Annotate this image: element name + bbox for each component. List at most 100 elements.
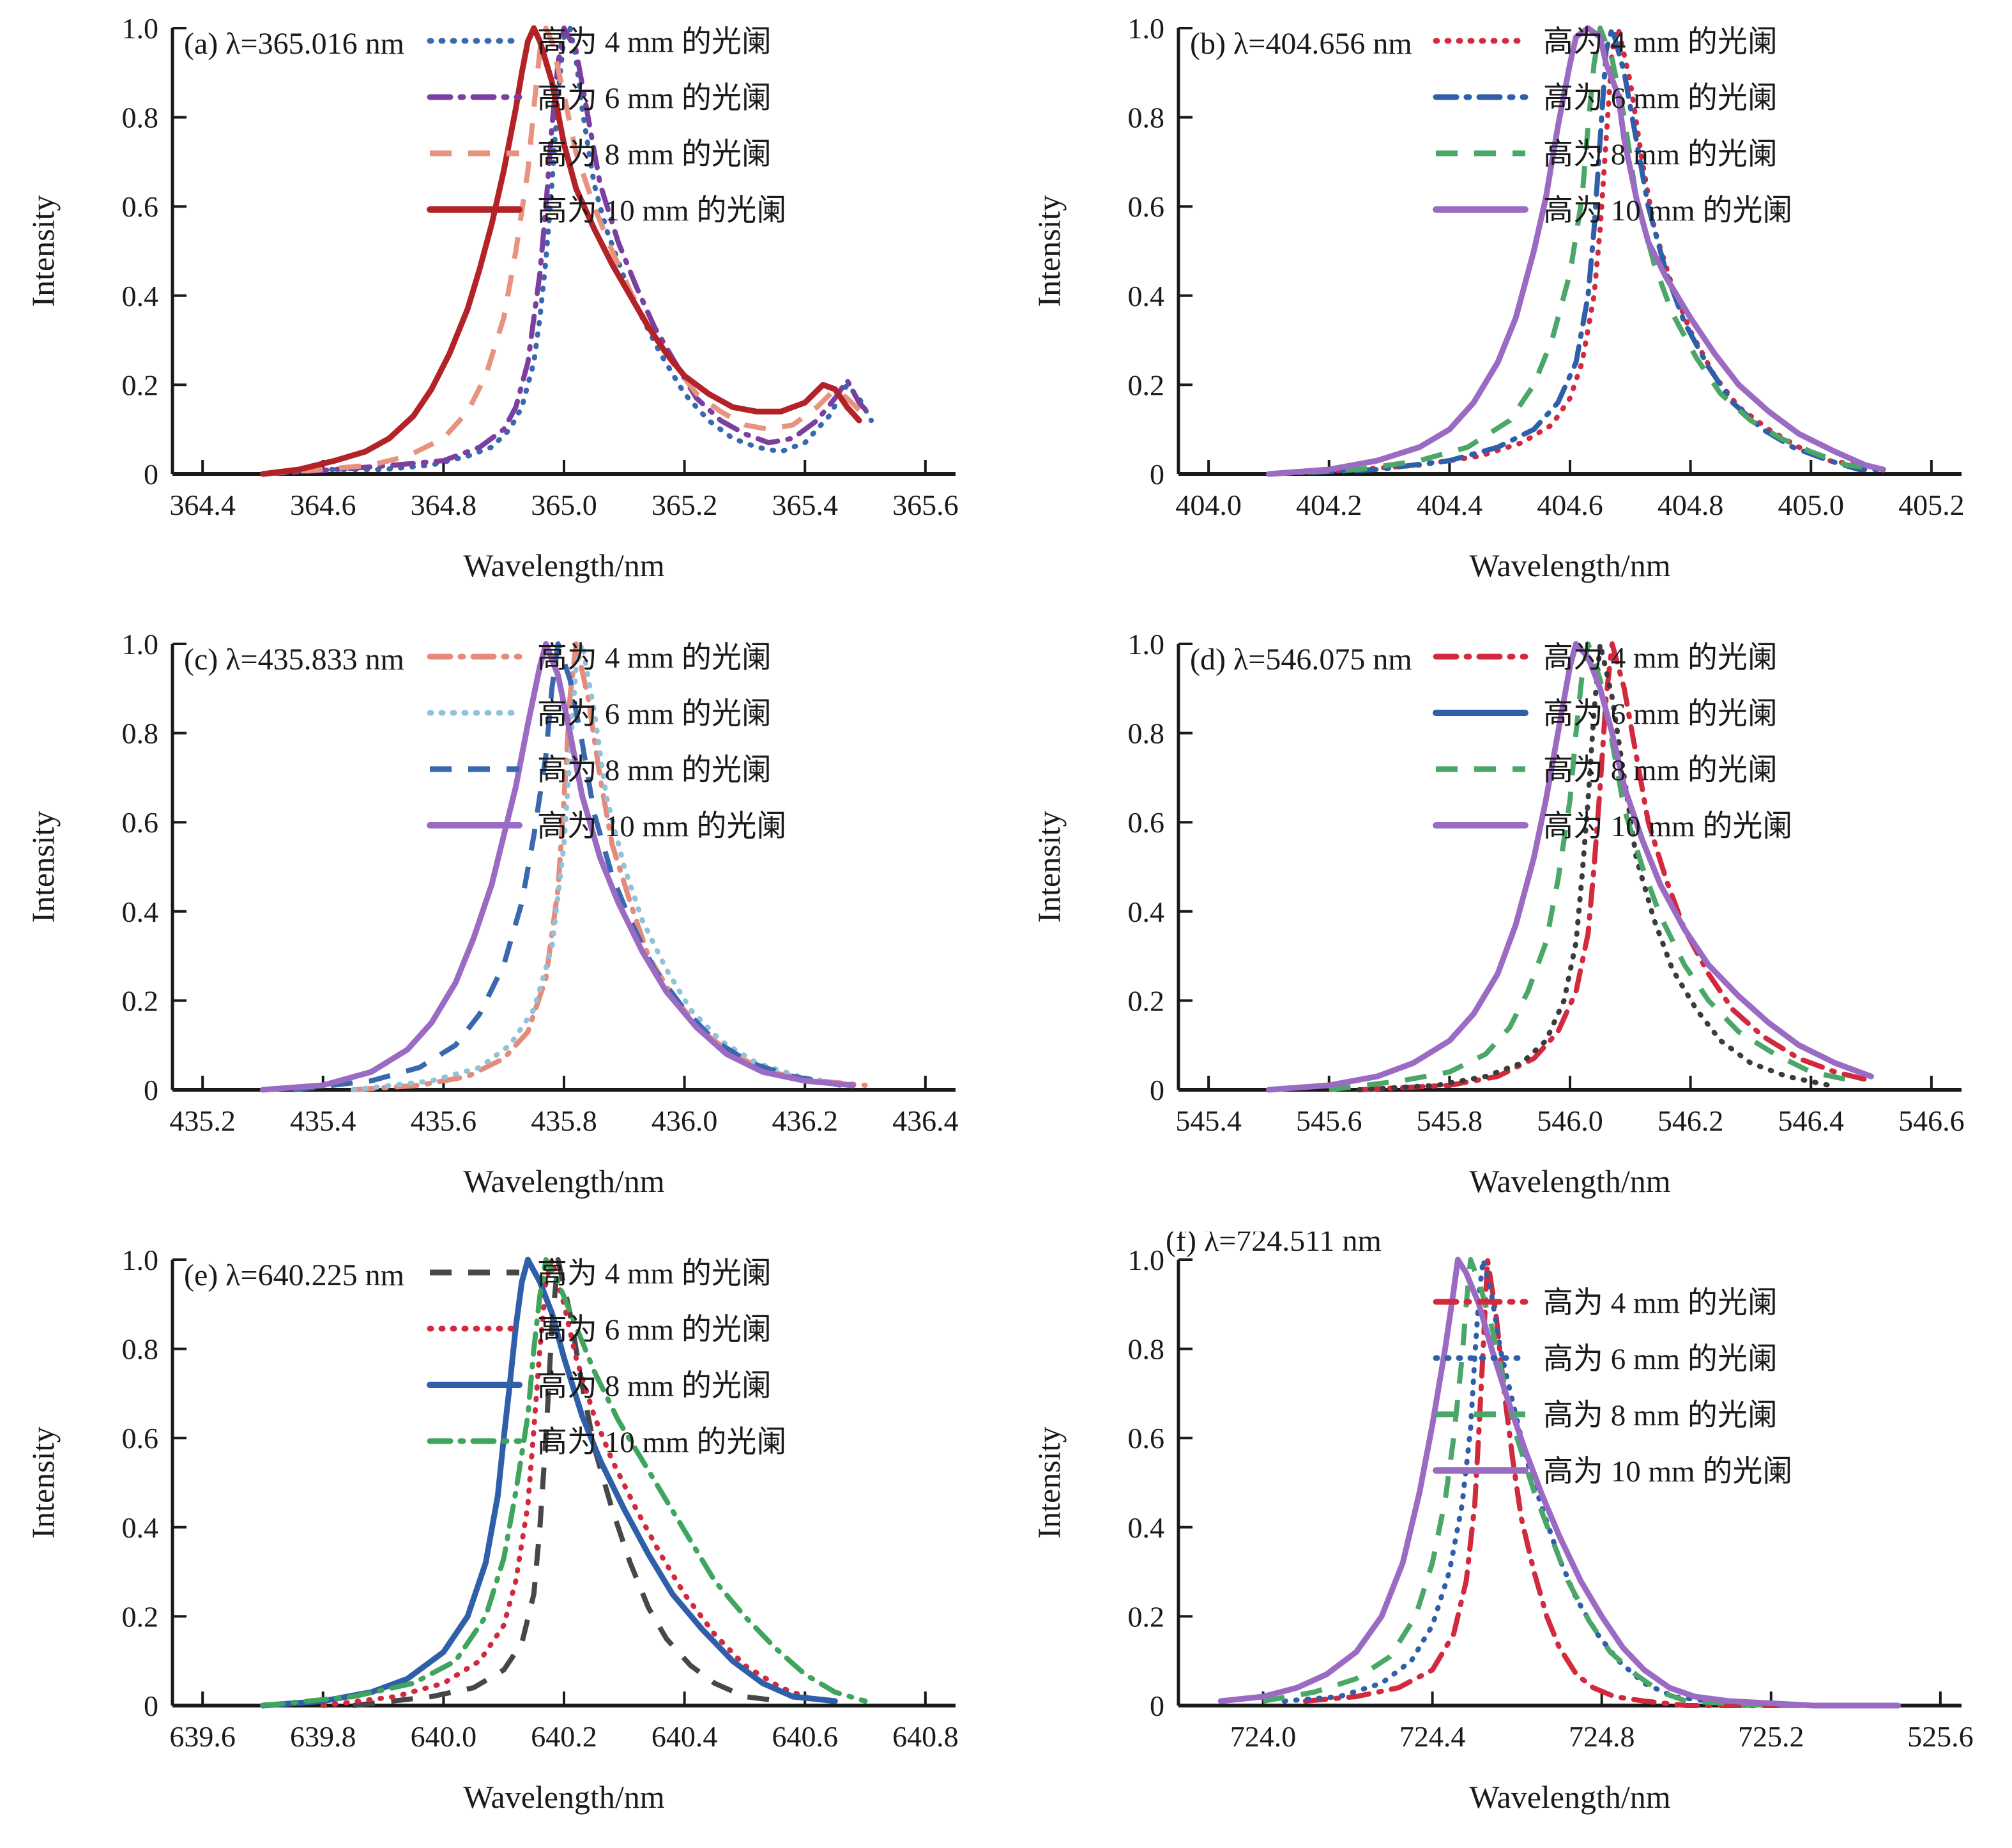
x-tick-label: 724.4 [1399,1720,1465,1753]
y-tick-label: 0.8 [1127,717,1164,750]
x-tick-label: 404.4 [1416,489,1482,521]
legend-label-6mm: 高为 6 mm 的光阑 [1543,1343,1778,1376]
series-line-4mm [1266,26,1886,477]
x-tick-label: 725.2 [1738,1720,1804,1753]
series-line-4mm [1356,641,1873,1092]
series-line-6mm [1266,26,1886,477]
x-tick-label: 640.0 [410,1720,476,1753]
x-tick-label: 435.4 [290,1104,356,1137]
y-tick-label: 0.6 [1127,806,1164,839]
x-tick-label: 724.0 [1230,1720,1296,1753]
y-tick-label: 0.4 [1127,1511,1164,1544]
y-tick-label: 0 [1150,1690,1164,1722]
x-tick-label: 364.6 [290,489,356,521]
legend-label-8mm: 高为 8 mm 的光阑 [537,754,772,787]
legend-label-8mm: 高为 8 mm 的光阑 [537,138,772,171]
x-tick-label: 405.0 [1778,489,1844,521]
y-tick-label: 0.8 [121,717,158,750]
y-tick-label: 0.2 [1127,369,1164,401]
y-tick-label: 1.0 [1127,12,1164,45]
y-tick-label: 0.2 [1127,1600,1164,1633]
x-tick-label: 436.2 [772,1104,838,1137]
y-axis-label: Intensity [25,811,61,923]
series-line-4mm [260,26,874,477]
y-tick-label: 0.4 [1127,896,1164,928]
x-tick-label: 365.4 [772,489,838,521]
x-tick-label: 365.6 [892,489,959,521]
panel-title-b: (b) λ=404.656 nm [1190,27,1412,61]
x-tick-label: 639.8 [290,1720,356,1753]
panel-title-a: (a) λ=365.016 nm [184,27,404,61]
x-tick-label: 436.0 [651,1104,717,1137]
series-line-6mm [260,26,874,477]
y-tick-label: 0.4 [121,1511,158,1544]
y-tick-label: 0.8 [121,1333,158,1366]
series-line-8mm [292,641,842,1092]
x-tick-label: 365.0 [531,489,597,521]
y-tick-label: 0.8 [121,102,158,134]
panel-title-e: (e) λ=640.225 nm [184,1258,404,1292]
y-tick-label: 0.2 [121,1600,158,1633]
x-tick-label: 435.6 [410,1104,476,1137]
legend-label-10mm: 高为 10 mm 的光阑 [537,1426,786,1459]
series-line-10mm [259,25,862,477]
x-axis-label: Wavelength/nm [463,547,664,583]
chart-d: 545.4 545.6 545.8 546.0 546.2 546.4 546.6 0 0.2 0… [1031,628,1965,1199]
series-line-6mm [350,641,850,1092]
series-line-4mm [352,1257,781,1708]
x-tick-label: 404.2 [1296,489,1362,521]
legend-label-8mm: 高为 8 mm 的光阑 [1543,1399,1778,1432]
panel-e: 639.6 639.8 640.0 640.2 640.4 640.6 640.8 0 0.2 0… [0,1232,1006,1847]
legend-label-8mm: 高为 8 mm 的光阑 [537,1370,772,1403]
series-line-8mm [259,1256,838,1709]
x-tick-label: 404.6 [1537,489,1603,521]
y-tick-label: 0.2 [121,369,158,401]
y-tick-label: 0.2 [1127,984,1164,1017]
panel-title-f: (f) λ=724.511 nm [1166,1232,1382,1258]
x-tick-label: 546.2 [1657,1104,1723,1137]
x-tick-label: 639.6 [169,1720,236,1753]
panel-f: 724.0 724.4 724.8 725.2 525.6 0 0.2 0.4 0.6 0.8 1.… [1006,1232,2012,1847]
x-axis-label: Wavelength/nm [1469,547,1670,583]
x-tick-label: 724.8 [1568,1720,1635,1753]
x-axis-label: Wavelength/nm [463,1779,664,1815]
panel-a: 364.4 364.6 364.8 365.0 365.2 365.4 365.6 0 0.2 0… [0,0,1006,616]
legend-label-4mm: 高为 4 mm 的光阑 [1543,641,1778,675]
y-tick-label: 0.6 [121,1422,158,1455]
x-tick-label: 436.4 [892,1104,959,1137]
series-line-6mm [1281,1257,1816,1708]
legend-label-10mm: 高为 10 mm 的光阑 [1543,194,1792,227]
x-tick-label: 546.6 [1898,1104,1965,1137]
chart-c: 435.2 435.4 435.6 435.8 436.0 436.2 436.4 0 0.2 0… [25,628,959,1199]
panel-c: 435.2 435.4 435.6 435.8 436.0 436.2 436.4 0 0.2 0… [0,616,1006,1232]
series-line-10mm [260,1257,867,1708]
panel-title-d: (d) λ=546.075 nm [1190,643,1412,676]
chart-f: 724.0 724.4 724.8 725.2 525.6 0 0.2 0.4 0.6 0.8 1.… [1031,1232,1974,1815]
series-line-10mm [259,641,856,1093]
x-tick-label: 640.4 [651,1720,717,1753]
y-axis-label: Intensity [25,195,61,307]
chart-a: 364.4 364.6 364.8 365.0 365.2 365.4 365.6 0 0.2 0… [25,12,959,583]
x-tick-label: 435.2 [169,1104,236,1137]
legend-label-4mm: 高为 4 mm 的光阑 [1543,26,1778,59]
chart-b: 404.0 404.2 404.4 404.6 404.8 405.0 405.2 0 0.2 0… [1031,12,1965,583]
x-axis-label: Wavelength/nm [1469,1163,1670,1199]
series-line-6mm [1356,641,1831,1092]
chart-e: 639.6 639.8 640.0 640.2 640.4 640.6 640.8 0 0.2 0… [25,1244,959,1815]
y-axis-label: Intensity [1031,1427,1067,1539]
y-axis-label: Intensity [25,1427,61,1539]
x-tick-label: 546.4 [1778,1104,1844,1137]
y-tick-label: 1.0 [121,628,158,661]
y-tick-label: 0.2 [121,984,158,1017]
legend-label-6mm: 高为 6 mm 的光阑 [537,82,772,115]
y-tick-label: 1.0 [1127,628,1164,661]
x-tick-label: 640.8 [892,1720,959,1753]
legend-label-4mm: 高为 4 mm 的光阑 [537,1257,772,1290]
x-tick-label: 365.2 [651,489,717,521]
y-tick-label: 0.8 [1127,102,1164,134]
x-tick-label: 404.8 [1657,489,1723,521]
legend-label-10mm: 高为 10 mm 的光阑 [537,194,786,227]
legend-label-10mm: 高为 10 mm 的光阑 [1543,1455,1792,1488]
x-axis-label: Wavelength/nm [1469,1779,1670,1815]
